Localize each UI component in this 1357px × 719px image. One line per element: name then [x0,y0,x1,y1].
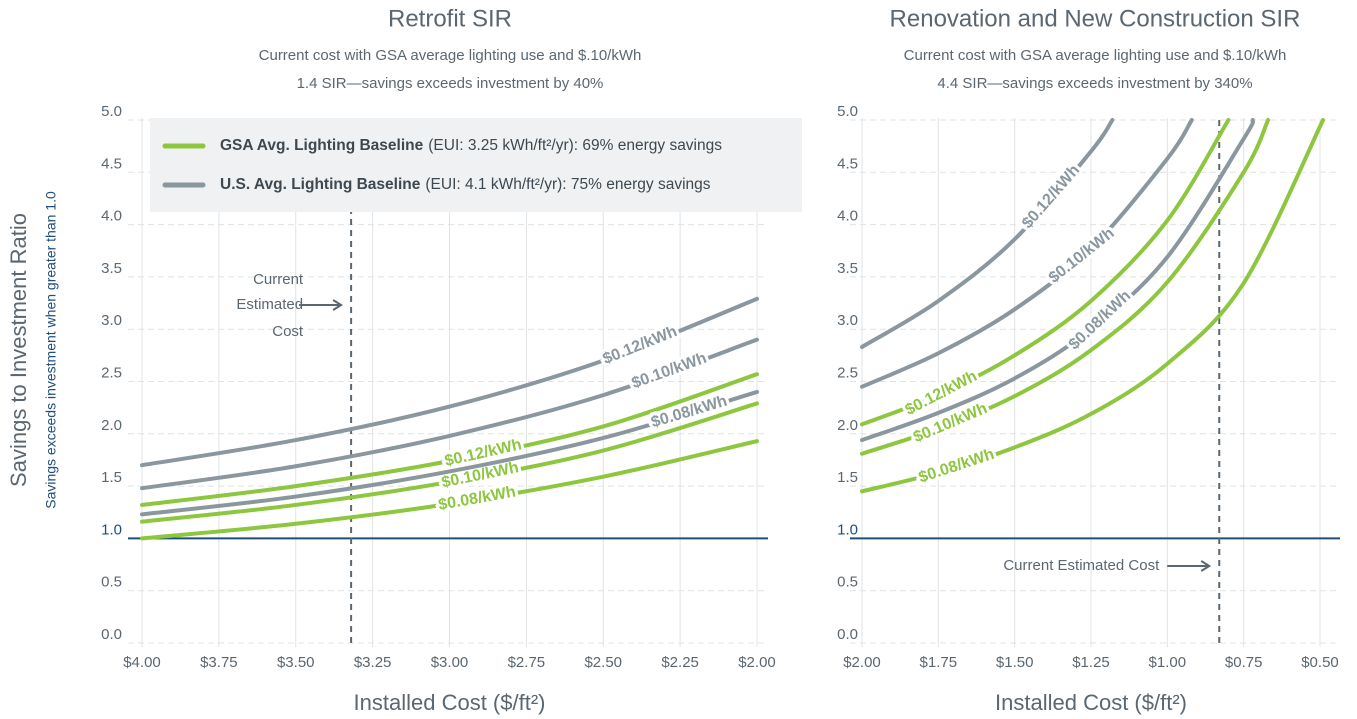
y-tick-label: 0.5 [101,574,122,591]
annotation-arrow [299,299,343,311]
legend-label: GSA Avg. Lighting Baseline [220,137,424,154]
series-label: $0.10/kWh [1046,225,1118,287]
legend-entry: GSA Avg. Lighting Baseline (EUI: 3.25 kWh… [220,137,722,154]
y-tick-label: 2.5 [101,364,122,381]
series-label: $0.08/kWh [917,446,997,487]
y-tick-label: 1.5 [837,469,858,486]
x-axis-label: Installed Cost ($/ft²) [995,690,1187,715]
legend-entry: U.S. Avg. Lighting Baseline (EUI: 4.1 kWh… [220,176,711,193]
chart-subtitle: Current cost with GSA average lighting u… [259,47,642,64]
x-axis-label: Installed Cost ($/ft²) [354,690,546,715]
y-axis-label: Savings to Investment Ratio [6,213,31,487]
annotation-text: Cost [272,323,304,340]
y-tick-label: 4.0 [101,208,122,225]
series-line [860,118,1194,389]
y-axis-note: Savings exceeds investment when greater … [43,191,59,509]
y-tick-label: 2.0 [837,417,858,434]
series-line [140,389,759,517]
x-tick-label: $3.50 [277,654,315,671]
y-tick-label: 2.5 [837,364,858,381]
y-tick-label: 0.0 [101,626,122,643]
y-tick-label: 1.5 [101,469,122,486]
legend-label: U.S. Avg. Lighting Baseline [220,176,421,193]
chart-title: Renovation and New Construction SIR [890,5,1301,32]
x-tick-label: $4.00 [123,654,161,671]
y-tick-label: 5.0 [101,103,122,120]
legend-detail: (EUI: 3.25 kWh/ft²/yr): 69% energy savin… [428,137,722,154]
x-tick-label: $2.25 [661,654,699,671]
series-line [140,337,759,491]
series-line [860,118,1231,427]
chart-title: Retrofit SIR [388,5,512,32]
x-tick-label: $2.00 [843,654,881,671]
series-line [860,118,1115,349]
series-line [860,118,1271,456]
y-tick-label: 5.0 [837,103,858,120]
series-line [140,401,759,524]
y-tick-label: 0.5 [837,574,858,591]
annotation-text: Estimated [236,296,303,313]
x-tick-label: $1.50 [996,654,1034,671]
chart-subtitle: Current cost with GSA average lighting u… [904,47,1287,64]
series-line [140,439,759,541]
legend-detail: (EUI: 4.1 kWh/ft²/yr): 75% energy saving… [425,176,710,193]
x-tick-label: $2.75 [508,654,546,671]
x-tick-label: $0.75 [1225,654,1263,671]
x-tick-label: $2.50 [584,654,622,671]
y-tick-label: 0.0 [837,626,858,643]
y-tick-label: 2.0 [101,417,122,434]
x-tick-label: $3.25 [354,654,392,671]
series-label: $0.10/kWh [630,350,709,393]
legend-box [150,118,802,212]
y-tick-label: 1.0 [101,521,122,538]
x-tick-label: $1.25 [1072,654,1110,671]
series-label: $0.12/kWh [601,323,680,368]
series-line [860,118,1326,494]
y-tick-label: 3.5 [101,260,122,277]
y-tick-label: 4.0 [837,208,858,225]
y-tick-label: 3.5 [837,260,858,277]
annotation-text: Current Estimated Cost [1003,557,1160,574]
y-tick-label: 4.5 [101,155,122,172]
annotation-arrow [1167,560,1212,572]
y-tick-label: 1.0 [837,521,858,538]
x-tick-label: $1.00 [1149,654,1187,671]
x-tick-label: $3.00 [431,654,469,671]
x-tick-label: $0.50 [1301,654,1339,671]
x-tick-label: $1.75 [920,654,958,671]
y-tick-label: 3.0 [837,312,858,329]
annotation-text: Current [253,271,304,288]
series-line [140,372,759,507]
series-line [860,118,1256,443]
y-tick-label: 4.5 [837,155,858,172]
series-line [140,296,759,468]
chart-subtitle: 4.4 SIR—savings exceeds investment by 34… [937,75,1252,92]
x-tick-label: $2.00 [738,654,776,671]
y-tick-label: 3.0 [101,312,122,329]
chart-subtitle: 1.4 SIR—savings exceeds investment by 40… [297,75,604,92]
x-tick-label: $3.75 [200,654,238,671]
